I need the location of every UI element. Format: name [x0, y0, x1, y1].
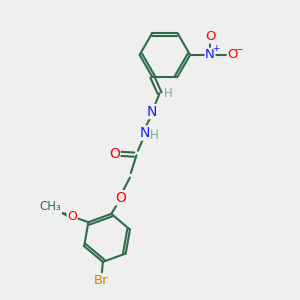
Text: H: H [164, 87, 172, 100]
Text: O: O [227, 48, 238, 62]
Text: N: N [205, 48, 215, 62]
Text: N: N [146, 104, 157, 118]
Text: O: O [47, 204, 57, 218]
Text: O: O [109, 147, 120, 161]
Text: N: N [140, 126, 150, 140]
Text: O: O [205, 30, 215, 43]
Text: CH₃: CH₃ [40, 200, 62, 213]
Text: +: + [212, 44, 220, 53]
Text: −: − [235, 44, 244, 55]
Text: Br: Br [94, 274, 109, 287]
Text: O: O [67, 210, 77, 223]
Text: O: O [115, 191, 126, 205]
Text: H: H [150, 129, 159, 142]
